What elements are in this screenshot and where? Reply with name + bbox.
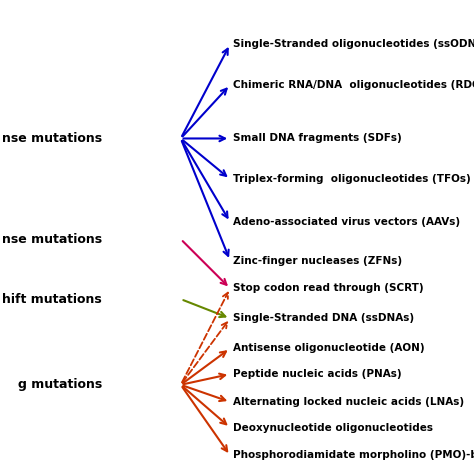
Text: hift mutations: hift mutations [2,292,102,306]
Text: Adeno-associated virus vectors (AAVs): Adeno-associated virus vectors (AAVs) [233,217,460,227]
Text: Chimeric RNA/DNA  oligonucleotides (RDOs): Chimeric RNA/DNA oligonucleotides (RDOs) [233,80,474,90]
Text: Triplex-forming  oligonucleotides (TFOs): Triplex-forming oligonucleotides (TFOs) [233,174,471,184]
Text: Deoxynucleotide oligonucleotides: Deoxynucleotide oligonucleotides [233,423,433,433]
Text: Single-Stranded oligonucleotides (ssODNs): Single-Stranded oligonucleotides (ssODNs… [233,39,474,49]
Text: Single-Stranded DNA (ssDNAs): Single-Stranded DNA (ssDNAs) [233,313,414,323]
Text: Small DNA fragments (SDFs): Small DNA fragments (SDFs) [233,134,402,144]
Text: Phosphorodiamidate morpholino (PMO)-based oli: Phosphorodiamidate morpholino (PMO)-base… [233,450,474,460]
Text: nse mutations: nse mutations [2,132,102,145]
Text: Alternating locked nucleic acids (LNAs): Alternating locked nucleic acids (LNAs) [233,397,465,407]
Text: Stop codon read through (SCRT): Stop codon read through (SCRT) [233,283,424,293]
Text: Antisense oligonucleotide (AON): Antisense oligonucleotide (AON) [233,343,425,354]
Text: Peptide nucleic acids (PNAs): Peptide nucleic acids (PNAs) [233,369,402,379]
Text: Zinc-finger nucleases (ZFNs): Zinc-finger nucleases (ZFNs) [233,255,402,265]
Text: nse mutations: nse mutations [2,233,102,246]
Text: g mutations: g mutations [18,378,102,392]
